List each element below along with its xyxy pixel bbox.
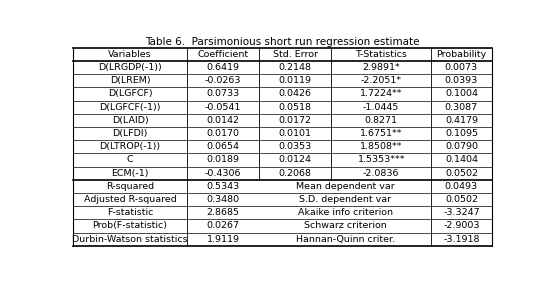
Text: 0.1004: 0.1004 (445, 89, 478, 98)
Text: 0.0073: 0.0073 (445, 63, 478, 72)
Text: D(LRGDP(-1)): D(LRGDP(-1)) (98, 63, 162, 72)
Text: 0.3087: 0.3087 (445, 103, 478, 112)
Text: Schwarz criterion: Schwarz criterion (304, 221, 387, 230)
Text: D(LREM): D(LREM) (110, 76, 150, 85)
Text: D(LTROP(-1)): D(LTROP(-1)) (100, 142, 161, 151)
Text: 0.0502: 0.0502 (445, 195, 478, 204)
Text: 0.3480: 0.3480 (207, 195, 240, 204)
Text: Std. Error: Std. Error (273, 50, 318, 59)
Text: 0.5343: 0.5343 (207, 182, 240, 191)
Text: 0.0172: 0.0172 (279, 116, 312, 125)
Text: Mean dependent var: Mean dependent var (296, 182, 395, 191)
Text: 0.0267: 0.0267 (207, 221, 240, 230)
Text: 0.0119: 0.0119 (279, 76, 312, 85)
Text: -0.0263: -0.0263 (205, 76, 241, 85)
Text: 0.0654: 0.0654 (207, 142, 240, 151)
Text: Adjusted R-squared: Adjusted R-squared (84, 195, 176, 204)
Text: -0.4306: -0.4306 (205, 169, 241, 178)
Text: D(LGFCF(-1)): D(LGFCF(-1)) (99, 103, 161, 112)
Text: 1.5353***: 1.5353*** (358, 155, 405, 164)
Text: 1.6751**: 1.6751** (360, 129, 402, 138)
Text: Hannan-Quinn criter.: Hannan-Quinn criter. (295, 235, 395, 244)
Text: 0.0518: 0.0518 (279, 103, 312, 112)
Text: 0.6419: 0.6419 (207, 63, 240, 72)
Text: 0.2068: 0.2068 (279, 169, 312, 178)
Text: -3.3247: -3.3247 (443, 208, 480, 217)
Text: D(LFDI): D(LFDI) (112, 129, 148, 138)
Text: R-squared: R-squared (106, 182, 154, 191)
Text: 0.0733: 0.0733 (207, 89, 240, 98)
Text: 2.8685: 2.8685 (207, 208, 240, 217)
Text: -2.2051*: -2.2051* (361, 76, 402, 85)
Text: 2.9891*: 2.9891* (363, 63, 400, 72)
Text: Coefficient: Coefficient (198, 50, 249, 59)
Text: F-statistic: F-statistic (107, 208, 153, 217)
Text: T-Statistics: T-Statistics (355, 50, 407, 59)
Text: 0.0189: 0.0189 (207, 155, 240, 164)
Text: Durbin-Watson statistics: Durbin-Watson statistics (72, 235, 188, 244)
Text: -3.1918: -3.1918 (443, 235, 480, 244)
Text: Variables: Variables (109, 50, 152, 59)
Text: Prob(F-statistic): Prob(F-statistic) (93, 221, 168, 230)
Text: 0.0493: 0.0493 (445, 182, 478, 191)
Text: 0.0353: 0.0353 (279, 142, 312, 151)
Text: ECM(-1): ECM(-1) (111, 169, 149, 178)
Text: Akaike info criterion: Akaike info criterion (298, 208, 393, 217)
Text: -0.0541: -0.0541 (205, 103, 241, 112)
Text: S.D. dependent var: S.D. dependent var (299, 195, 391, 204)
Text: 0.0124: 0.0124 (279, 155, 312, 164)
Text: 0.8271: 0.8271 (365, 116, 398, 125)
Text: 0.1404: 0.1404 (445, 155, 478, 164)
Text: 0.0393: 0.0393 (445, 76, 478, 85)
Text: 0.4179: 0.4179 (445, 116, 478, 125)
Text: 1.7224**: 1.7224** (360, 89, 402, 98)
Text: -1.0445: -1.0445 (363, 103, 399, 112)
Text: Table 6.  Parsimonious short run regression estimate: Table 6. Parsimonious short run regressi… (145, 37, 420, 47)
Text: 0.0502: 0.0502 (445, 169, 478, 178)
Text: Probability: Probability (436, 50, 487, 59)
Text: 0.0142: 0.0142 (207, 116, 240, 125)
Text: -2.0836: -2.0836 (363, 169, 399, 178)
Text: 1.8508**: 1.8508** (360, 142, 402, 151)
Text: 1.9119: 1.9119 (207, 235, 240, 244)
Text: 0.0790: 0.0790 (445, 142, 478, 151)
Text: -2.9003: -2.9003 (443, 221, 480, 230)
Text: D(LAID): D(LAID) (112, 116, 148, 125)
Text: C: C (127, 155, 133, 164)
Text: 0.1095: 0.1095 (445, 129, 478, 138)
Text: 0.0101: 0.0101 (279, 129, 312, 138)
Text: 0.0170: 0.0170 (207, 129, 240, 138)
Text: 0.0426: 0.0426 (279, 89, 312, 98)
Text: 0.2148: 0.2148 (279, 63, 312, 72)
Text: D(LGFCF): D(LGFCF) (108, 89, 153, 98)
